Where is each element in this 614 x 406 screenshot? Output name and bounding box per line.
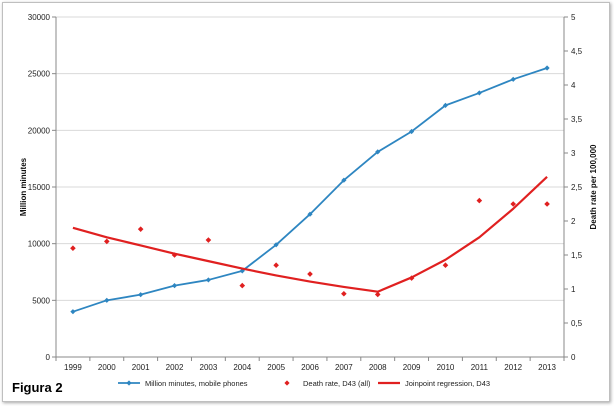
data-point	[273, 242, 279, 248]
legend: Million minutes, mobile phones Death rate…	[118, 379, 490, 388]
x-tick-label: 2005	[267, 363, 285, 372]
right-tick-label: 3,5	[571, 115, 583, 124]
x-tick-label: 2007	[335, 363, 353, 372]
legend-label: Joinpoint regression, D43	[405, 379, 490, 388]
left-tick-label: 0	[46, 353, 51, 362]
x-tick-label: 2010	[437, 363, 455, 372]
data-point	[171, 283, 178, 289]
data-point	[205, 237, 212, 243]
data-point	[442, 262, 449, 268]
data-point	[137, 226, 144, 232]
right-axis-title: Death rate per 100,000	[589, 144, 598, 229]
data-point	[341, 290, 347, 297]
data-point	[70, 309, 76, 315]
left-tick-label: 15000	[28, 183, 51, 192]
data-point	[104, 297, 110, 303]
series-line	[72, 175, 548, 293]
data-point	[544, 201, 550, 207]
data-point	[171, 252, 178, 258]
legend-swatch-marker	[284, 380, 290, 386]
legend-item: Million minutes, mobile phones	[118, 379, 248, 388]
data-point	[476, 90, 482, 96]
data-point	[341, 177, 347, 183]
left-axis-ticks: 0 5000 10000 15000 20000 25000 30000	[28, 13, 56, 362]
x-axis-ticks: 1999 2000 2001 2002 2003 2004 2005 2006 2007 2008…	[55, 357, 565, 372]
data-point	[375, 149, 381, 155]
data-point	[510, 76, 516, 82]
x-tick-label: 1999	[64, 363, 82, 372]
x-tick-label: 2001	[132, 363, 150, 372]
data-point	[307, 211, 313, 217]
legend-item: Death rate, D43 (all)	[284, 379, 371, 388]
data-point	[442, 102, 449, 108]
data-point	[239, 282, 246, 289]
x-tick-label: 2009	[403, 363, 421, 372]
data-point	[70, 245, 76, 251]
left-tick-label: 5000	[32, 296, 50, 305]
data-point	[205, 277, 211, 283]
right-tick-label: 1	[571, 285, 576, 294]
legend-label: Death rate, D43 (all)	[303, 379, 371, 388]
right-tick-label: 4	[571, 81, 576, 90]
data-point	[273, 262, 279, 268]
data-point	[476, 197, 483, 204]
right-tick-label: 2,5	[571, 183, 583, 192]
data-point	[510, 201, 516, 207]
right-tick-label: 0	[571, 353, 576, 362]
right-tick-label: 0,5	[571, 319, 583, 328]
series	[70, 65, 550, 315]
legend-item: Joinpoint regression, D43	[378, 379, 490, 388]
left-axis-title: Million minutes	[19, 157, 28, 216]
data-point	[239, 268, 245, 274]
data-point	[374, 291, 381, 298]
legend-label: Million minutes, mobile phones	[145, 379, 248, 388]
x-tick-label: 2002	[166, 363, 184, 372]
left-tick-label: 25000	[28, 70, 51, 79]
left-tick-label: 30000	[28, 13, 51, 22]
right-axis-ticks: 0 0,5 1 1,5 2 2,5 3 3,5 4 4,5 5	[564, 13, 583, 362]
data-point	[138, 292, 144, 298]
figure-frame	[2, 2, 610, 402]
x-tick-label: 2011	[471, 363, 489, 372]
right-tick-label: 2	[571, 217, 576, 226]
x-tick-label: 2004	[233, 363, 251, 372]
left-tick-label: 10000	[28, 240, 51, 249]
x-tick-label: 2006	[301, 363, 319, 372]
figure-label: Figura 2	[12, 380, 63, 395]
gridlines	[56, 16, 564, 358]
data-point	[307, 271, 313, 277]
left-tick-label: 20000	[28, 126, 51, 135]
series-2	[70, 197, 550, 298]
right-tick-label: 1,5	[571, 251, 583, 260]
series-3	[72, 175, 548, 293]
x-tick-label: 2003	[200, 363, 218, 372]
x-tick-label: 2000	[98, 363, 116, 372]
data-point	[104, 238, 110, 245]
x-tick-label: 2013	[538, 363, 556, 372]
data-point	[544, 65, 550, 71]
legend-swatch-marker	[126, 380, 132, 386]
x-tick-label: 2012	[504, 363, 522, 372]
series-1	[70, 65, 550, 315]
right-tick-label: 5	[571, 13, 576, 22]
data-point	[409, 128, 415, 135]
x-tick-label: 2008	[369, 363, 387, 372]
right-tick-label: 3	[571, 149, 576, 158]
right-tick-label: 4,5	[571, 47, 583, 56]
